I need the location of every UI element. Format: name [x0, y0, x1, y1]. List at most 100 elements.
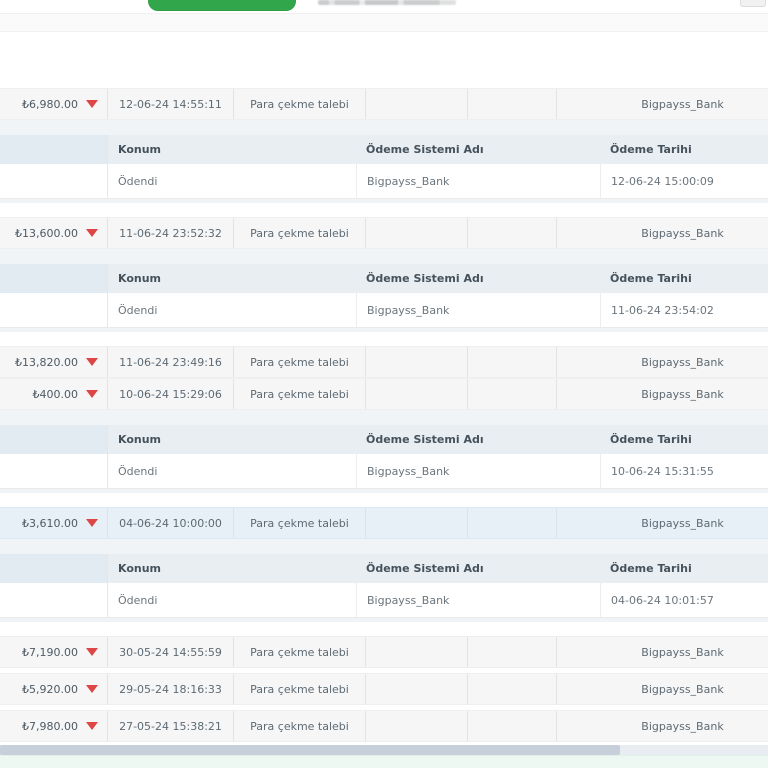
empty-cell: [365, 637, 467, 667]
empty-cell: [467, 379, 556, 409]
withdrawals-table: ₺6,980.00 12-06-24 14:55:11 Para çekme t…: [0, 88, 768, 742]
detail-gutter: [0, 135, 108, 164]
detail-payment-date-value: 10-06-24 15:31:55: [600, 454, 768, 488]
request-date: 04-06-24 10:00:00: [107, 508, 233, 538]
payment-system: Bigpayss_Bank: [556, 508, 768, 538]
detail-gutter: [0, 264, 108, 293]
detail-payment-date-value: 12-06-24 15:00:09: [600, 164, 768, 198]
detail-header-payment-system: Ödeme Sistemi Adı: [366, 433, 484, 446]
detail-gutter: [0, 554, 108, 583]
transaction-detail-panel: Konum Ödeme Sistemi Adı Ödeme Tarihi Öde…: [0, 539, 768, 622]
detail-gutter: [0, 164, 108, 198]
detail-payment-system-value: Bigpayss_Bank: [356, 583, 600, 617]
empty-cell: [365, 508, 467, 538]
empty-cell: [467, 711, 556, 741]
detail-header-payment-date: Ödeme Tarihi: [610, 272, 692, 285]
detail-payment-system-value: Bigpayss_Bank: [356, 164, 600, 198]
detail-header-payment-system: Ödeme Sistemi Adı: [366, 272, 484, 285]
transaction-row[interactable]: ₺13,600.00 11-06-24 23:52:32 Para çekme …: [0, 217, 768, 249]
detail-payment-date-value: 04-06-24 10:01:57: [600, 583, 768, 617]
payment-system: Bigpayss_Bank: [556, 218, 768, 248]
amount-value: ₺7,190.00: [22, 645, 78, 659]
request-date: 30-05-24 14:55:59: [107, 637, 233, 667]
request-date: 12-06-24 14:55:11: [107, 89, 233, 119]
empty-cell: [365, 89, 467, 119]
detail-value-row: Ödendi Bigpayss_Bank 12-06-24 15:00:09: [0, 164, 768, 199]
detail-gutter: [0, 293, 108, 327]
amount-cell: ₺13,600.00: [0, 218, 107, 248]
transaction-detail-panel: Konum Ödeme Sistemi Adı Ödeme Tarihi Öde…: [0, 249, 768, 332]
amount-value: ₺13,600.00: [15, 226, 78, 240]
detail-status-value: Ödendi: [118, 174, 158, 188]
transaction-row[interactable]: ₺13,820.00 11-06-24 23:49:16 Para çekme …: [0, 346, 768, 378]
content-spacer: [0, 32, 768, 88]
payment-system: Bigpayss_Bank: [556, 637, 768, 667]
transaction-detail-panel: Konum Ödeme Sistemi Adı Ödeme Tarihi Öde…: [0, 120, 768, 203]
corner-button[interactable]: [740, 0, 766, 7]
detail-header-payment-system: Ödeme Sistemi Adı: [366, 562, 484, 575]
request-date: 10-06-24 15:29:06: [107, 379, 233, 409]
scrollbar-thumb[interactable]: [0, 745, 620, 755]
transaction-type: Para çekme talebi: [233, 637, 365, 667]
next-section-band: [0, 755, 768, 768]
transaction-row[interactable]: ₺6,980.00 12-06-24 14:55:11 Para çekme t…: [0, 88, 768, 120]
detail-header-payment-date: Ödeme Tarihi: [610, 562, 692, 575]
detail-payment-system-value: Bigpayss_Bank: [356, 454, 600, 488]
amount-cell: ₺6,980.00: [0, 89, 107, 119]
transaction-row[interactable]: ₺3,610.00 04-06-24 10:00:00 Para çekme t…: [0, 507, 768, 539]
withdrawal-arrow-icon: [86, 229, 98, 237]
detail-value-row: Ödendi Bigpayss_Bank 04-06-24 10:01:57: [0, 583, 768, 618]
detail-value-row: Ödendi Bigpayss_Bank 11-06-24 23:54:02: [0, 293, 768, 328]
empty-cell: [467, 637, 556, 667]
empty-cell: [365, 218, 467, 248]
empty-cell: [467, 218, 556, 248]
empty-cell: [365, 347, 467, 377]
payment-system: Bigpayss_Bank: [556, 89, 768, 119]
detail-header-status: Konum: [118, 562, 162, 575]
horizontal-scrollbar[interactable]: [0, 745, 768, 755]
withdrawal-arrow-icon: [86, 100, 98, 108]
amount-value: ₺6,980.00: [22, 97, 78, 111]
request-date: 29-05-24 18:16:33: [107, 674, 233, 704]
withdrawal-arrow-icon: [86, 685, 98, 693]
transaction-row[interactable]: ₺400.00 10-06-24 15:29:06 Para çekme tal…: [0, 378, 768, 410]
transaction-type: Para çekme talebi: [233, 674, 365, 704]
detail-header-row: Konum Ödeme Sistemi Adı Ödeme Tarihi: [0, 264, 768, 293]
empty-cell: [467, 674, 556, 704]
detail-status-value: Ödendi: [118, 593, 158, 607]
detail-header-row: Konum Ödeme Sistemi Adı Ödeme Tarihi: [0, 135, 768, 164]
detail-header-status: Konum: [118, 143, 162, 156]
transaction-row[interactable]: ₺5,920.00 29-05-24 18:16:33 Para çekme t…: [0, 673, 768, 705]
payment-system: Bigpayss_Bank: [556, 711, 768, 741]
payment-system: Bigpayss_Bank: [556, 674, 768, 704]
top-toolbar: [0, 0, 768, 13]
empty-cell: [365, 711, 467, 741]
primary-action-button[interactable]: [148, 0, 296, 11]
amount-value: ₺400.00: [32, 387, 79, 401]
detail-gutter: [0, 425, 108, 454]
detail-header-row: Konum Ödeme Sistemi Adı Ödeme Tarihi: [0, 425, 768, 454]
request-date: 27-05-24 15:38:21: [107, 711, 233, 741]
detail-header-status: Konum: [118, 433, 162, 446]
empty-cell: [467, 347, 556, 377]
amount-value: ₺13,820.00: [15, 355, 78, 369]
withdrawal-arrow-icon: [86, 358, 98, 366]
request-date: 11-06-24 23:49:16: [107, 347, 233, 377]
transaction-type: Para çekme talebi: [233, 347, 365, 377]
amount-cell: ₺7,190.00: [0, 637, 107, 667]
amount-cell: ₺3,610.00: [0, 508, 107, 538]
detail-status-value: Ödendi: [118, 303, 158, 317]
detail-status-value: Ödendi: [118, 464, 158, 478]
detail-header-payment-date: Ödeme Tarihi: [610, 143, 692, 156]
amount-cell: ₺13,820.00: [0, 347, 107, 377]
transaction-type: Para çekme talebi: [233, 89, 365, 119]
detail-gutter: [0, 454, 108, 488]
detail-value-row: Ödendi Bigpayss_Bank 10-06-24 15:31:55: [0, 454, 768, 489]
transaction-row[interactable]: ₺7,980.00 27-05-24 15:38:21 Para çekme t…: [0, 710, 768, 742]
detail-header-payment-date: Ödeme Tarihi: [610, 433, 692, 446]
transaction-type: Para çekme talebi: [233, 379, 365, 409]
transaction-row[interactable]: ₺7,190.00 30-05-24 14:55:59 Para çekme t…: [0, 636, 768, 668]
payment-system: Bigpayss_Bank: [556, 379, 768, 409]
withdrawal-arrow-icon: [86, 519, 98, 527]
